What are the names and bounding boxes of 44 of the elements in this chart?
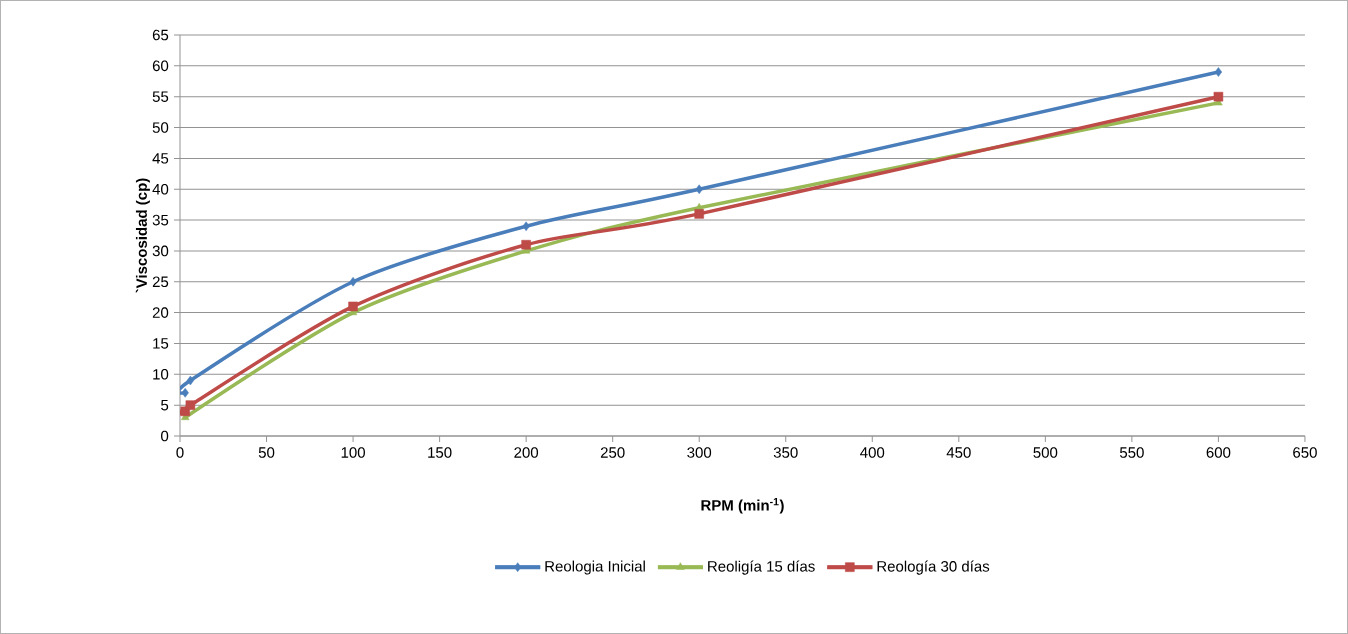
x-tick-label: 600 [1206, 447, 1231, 458]
x-tick-label: 350 [773, 447, 798, 458]
point [1214, 67, 1223, 77]
point [181, 388, 189, 398]
x-tick-label: 100 [341, 447, 365, 458]
point [185, 400, 196, 410]
point [695, 184, 703, 194]
y-tick-label: 65 [152, 29, 169, 41]
x-tick-label: 150 [428, 447, 452, 458]
y-tick-label: 50 [152, 122, 169, 133]
x-tick-label: 450 [946, 447, 971, 458]
x-tick-label: 650 [1293, 447, 1317, 458]
y-tick-label: 20 [152, 307, 169, 318]
y-tick-label: 0 [161, 430, 169, 442]
y-tick-label: 10 [153, 368, 169, 380]
y-tick-label: 55 [152, 91, 169, 102]
y-tick-label: 45 [152, 153, 169, 164]
x-tick-label: 50 [258, 447, 275, 458]
y-tick-label: 15 [153, 338, 169, 349]
x-tick-label: 500 [1033, 447, 1058, 458]
x-tick-label: 400 [860, 447, 885, 458]
point [521, 240, 531, 250]
point [522, 221, 530, 231]
y-tick-label: 40 [152, 183, 169, 195]
x-tick-label: 0 [176, 447, 184, 458]
x-tick-label: 300 [687, 447, 712, 458]
x-tick-label: 550 [1119, 447, 1144, 458]
point [348, 301, 358, 312]
legend-label: Reologia Inicial [545, 560, 645, 575]
point [349, 277, 357, 287]
y-tick-label: 35 [152, 214, 169, 226]
point [694, 209, 704, 219]
y-tick-label: 60 [152, 60, 169, 72]
point [1213, 91, 1224, 102]
y-tick-label: 25 [152, 276, 169, 288]
y-tick-label: 30 [152, 245, 169, 257]
x-axis-title: RPM (min$^{-1}$) [701, 498, 784, 514]
x-tick-label: 250 [600, 447, 625, 458]
legend-label: Reoligía 15 días [708, 560, 815, 575]
point [186, 375, 195, 386]
x-tick-label: 200 [514, 447, 539, 458]
y-tick-label: 5 [161, 399, 169, 411]
legend-label: Reología 30 días [877, 560, 990, 575]
y-axis-title: `Viscosidad (cp) [135, 178, 150, 293]
